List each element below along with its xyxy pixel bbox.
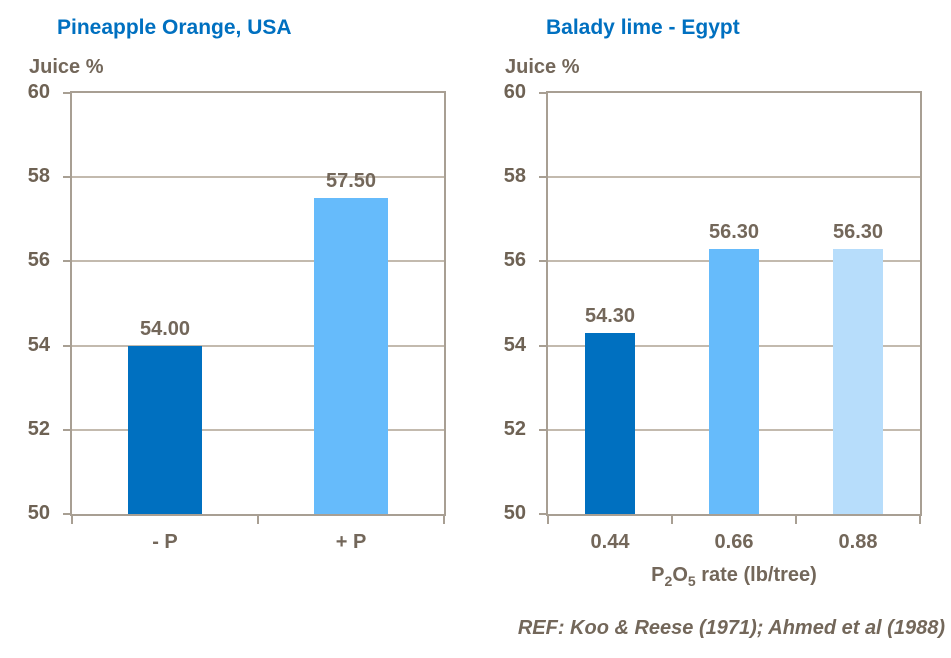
x-tick-mark [443, 516, 445, 524]
x-category-label: 0.44 [590, 531, 630, 553]
x-tick-mark [257, 516, 259, 524]
y-tick-label: 52 [503, 417, 526, 440]
bar-+P [314, 198, 388, 514]
plot-area [546, 91, 922, 516]
bar-value-label: 56.30 [832, 221, 884, 243]
y-tick-mark [63, 176, 70, 179]
y-tick-mark [539, 92, 546, 94]
y-tick-label: 52 [27, 417, 50, 440]
gridline [72, 344, 444, 347]
chart-pineapple-orange-usa: Pineapple Orange, USA Juice % 50 52 54 56 58… [0, 0, 475, 658]
y-tick-label: 58 [27, 165, 50, 188]
bar-value-label: 56.30 [708, 221, 760, 243]
y-tick-mark [63, 92, 70, 94]
y-tick-label: 56 [503, 249, 526, 272]
x-tick-mark [547, 516, 549, 524]
x-tick-mark [671, 516, 673, 524]
y-tick-label: 50 [503, 502, 526, 524]
xlabel-text: rate (lb/tree) [695, 564, 817, 586]
x-category-label: - P [152, 531, 178, 553]
bar-0.66 [709, 249, 759, 514]
chart-balady-lime-egypt: Balady lime - Egypt Juice % P2O5 rate (l… [476, 0, 951, 658]
plot-area [70, 91, 446, 516]
y-tick-mark [63, 260, 70, 263]
y-tick-mark [63, 513, 70, 515]
y-tick-mark [539, 176, 546, 179]
y-tick-mark [539, 513, 546, 515]
bar-value-label: 57.50 [325, 170, 377, 192]
y-tick-mark [539, 428, 546, 431]
y-axis-title: Juice % [29, 56, 104, 78]
chart-title: Balady lime - Egypt [546, 16, 740, 39]
y-tick-mark [539, 260, 546, 263]
y-tick-label: 54 [503, 333, 526, 356]
x-tick-mark [795, 516, 797, 524]
y-tick-label: 58 [503, 165, 526, 188]
y-tick-label: 60 [503, 81, 526, 103]
xlabel-text: O [672, 564, 688, 586]
bar-value-label: 54.00 [139, 318, 191, 340]
x-axis-title: P2O5 rate (lb/tree) [548, 564, 920, 589]
y-axis-title: Juice % [505, 56, 580, 78]
chart-title: Pineapple Orange, USA [57, 16, 292, 39]
reference-text: REF: Koo & Reese (1971); Ahmed et al (19… [517, 617, 945, 639]
x-category-label: + P [335, 531, 367, 553]
bar-0.88 [833, 249, 883, 514]
xlabel-subscript: 2 [664, 573, 673, 589]
y-tick-mark [63, 428, 70, 431]
y-tick-mark [63, 344, 70, 347]
y-tick-label: 60 [27, 81, 50, 103]
x-tick-mark [919, 516, 921, 524]
xlabel-subscript: 5 [687, 573, 696, 589]
x-category-label: 0.66 [714, 531, 754, 553]
gridline [548, 176, 920, 179]
plot-border [546, 91, 922, 516]
plot-border [70, 91, 446, 516]
y-tick-label: 56 [27, 249, 50, 272]
y-tick-label: 54 [27, 333, 50, 356]
y-tick-mark [539, 344, 546, 347]
x-category-label: 0.88 [838, 531, 878, 553]
gridline [72, 176, 444, 179]
y-tick-label: 50 [27, 502, 50, 524]
x-tick-mark [71, 516, 73, 524]
gridline [72, 428, 444, 431]
bar-0.44 [585, 333, 635, 514]
bar-value-label: 54.30 [584, 305, 636, 327]
bar--P [128, 346, 202, 514]
gridline [72, 260, 444, 263]
xlabel-text: P [651, 564, 665, 586]
